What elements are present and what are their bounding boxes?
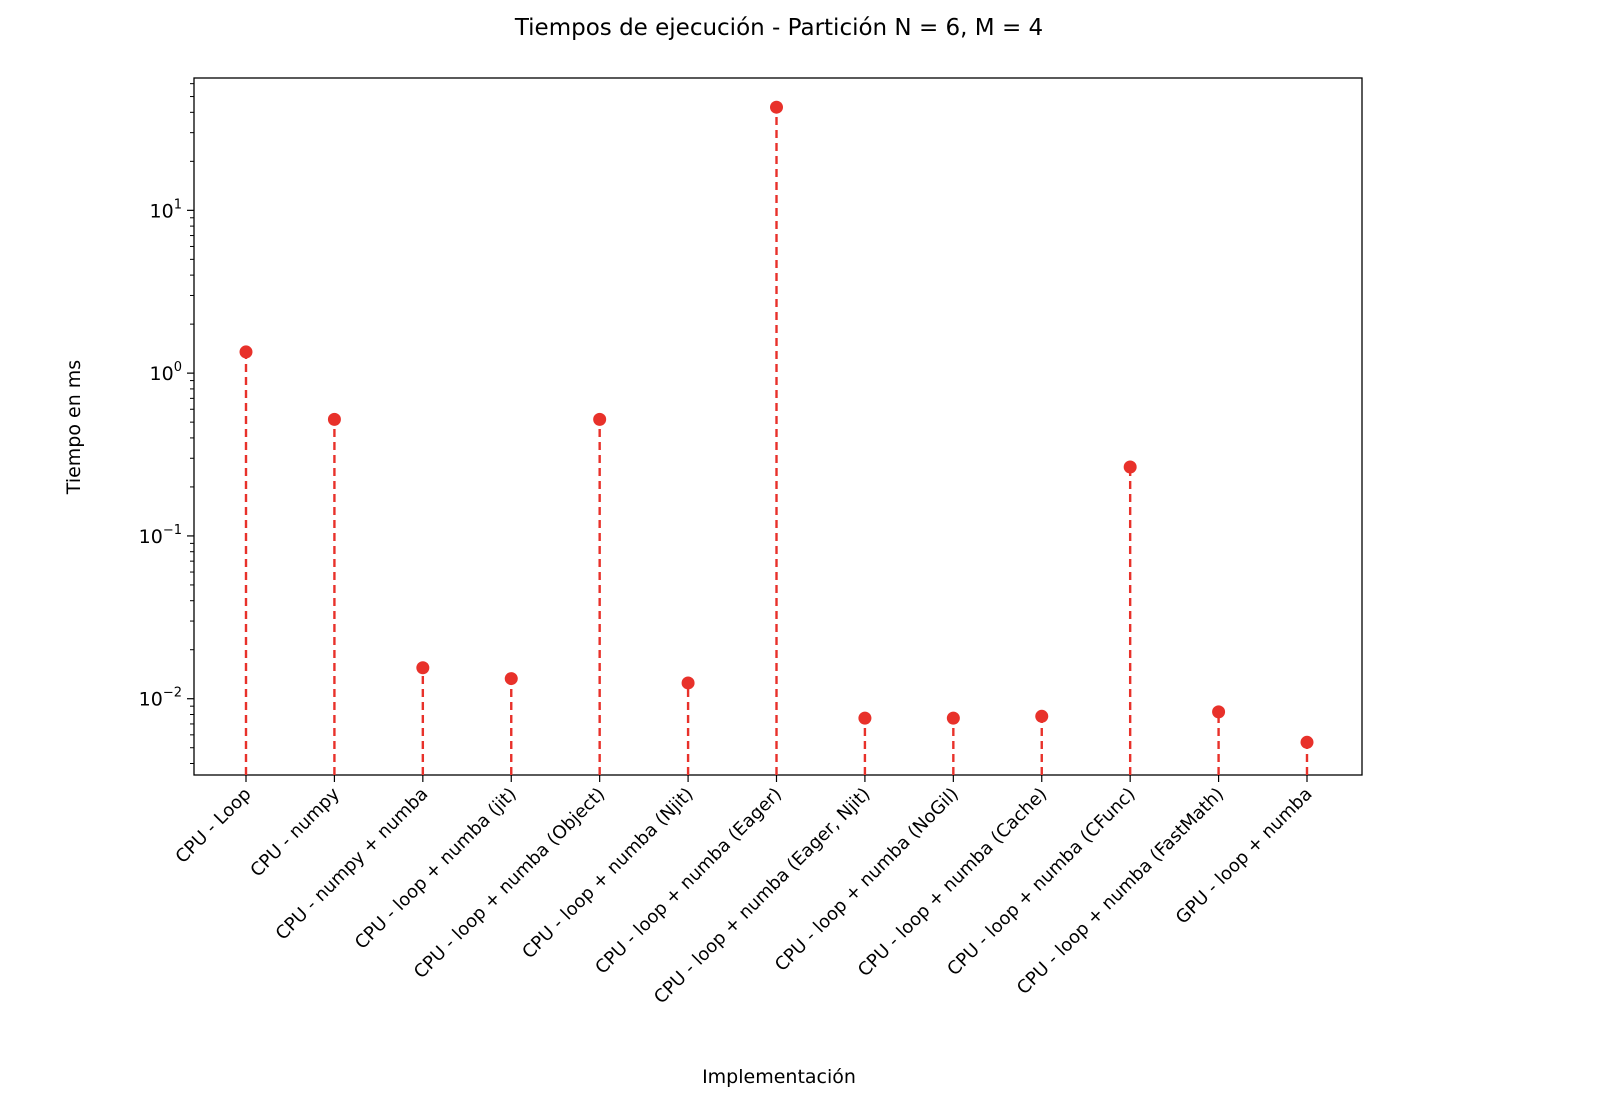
x-tick-label: CPU - Loop bbox=[172, 784, 256, 868]
data-point bbox=[946, 711, 960, 725]
y-tick-label: 101 bbox=[150, 197, 182, 222]
data-point bbox=[1035, 709, 1049, 723]
data-point bbox=[327, 412, 341, 426]
x-tick-label: CPU - loop + numba (Eager) bbox=[591, 784, 786, 979]
data-point bbox=[239, 345, 253, 359]
x-tick-label: CPU - loop + numba (Cache) bbox=[854, 784, 1051, 981]
data-point bbox=[1212, 705, 1226, 719]
x-tick-label: CPU - loop + numba (jit) bbox=[351, 784, 521, 954]
x-tick-label: CPU - numpy + numba bbox=[272, 784, 433, 945]
x-axis-label: Implementación bbox=[702, 1066, 856, 1088]
y-tick-label: 10−2 bbox=[139, 686, 182, 711]
y-tick-label: 100 bbox=[150, 360, 182, 385]
data-point bbox=[593, 412, 607, 426]
chart-title: Tiempos de ejecución - Partición N = 6, … bbox=[514, 15, 1043, 41]
data-point bbox=[504, 672, 518, 686]
x-tick-label: CPU - loop + numba (Njit) bbox=[518, 784, 697, 963]
data-point bbox=[416, 661, 430, 675]
x-tick-label: CPU - loop + numba (Object) bbox=[410, 784, 609, 983]
data-point bbox=[858, 711, 872, 725]
x-tick-label: CPU - loop + numba (CFunc) bbox=[943, 784, 1139, 980]
y-tick-label: 10−1 bbox=[139, 523, 182, 548]
x-tick-label: CPU - numpy bbox=[246, 783, 344, 881]
data-point bbox=[770, 100, 783, 114]
x-tick-label: CPU - loop + numba (NoGil) bbox=[771, 784, 963, 976]
data-point bbox=[1300, 735, 1314, 749]
plot-frame bbox=[193, 77, 1363, 776]
data-point bbox=[681, 676, 695, 690]
y-axis-label: Tiempo en ms bbox=[63, 360, 85, 495]
data-point bbox=[1123, 460, 1137, 474]
